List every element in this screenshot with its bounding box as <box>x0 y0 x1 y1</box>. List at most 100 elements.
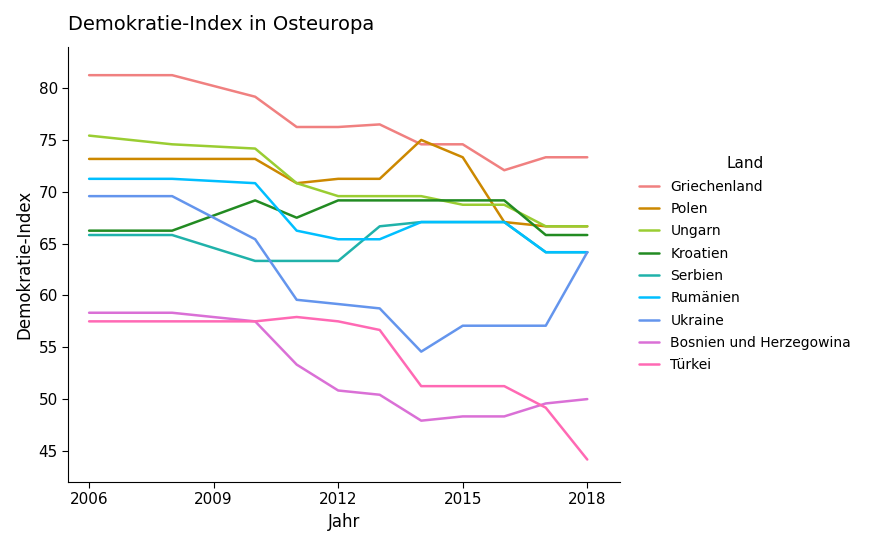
Line: Kroatien: Kroatien <box>89 200 588 235</box>
Serbien <box>416 219 426 225</box>
Ungarn <box>250 145 260 152</box>
Griechenland <box>582 154 593 161</box>
Rumänien <box>292 227 302 234</box>
Bosnien und Herzegowina <box>167 310 177 316</box>
Ukraine <box>582 249 593 256</box>
Griechenland <box>416 141 426 147</box>
Polen <box>457 154 468 161</box>
Kroatien <box>375 197 385 204</box>
Türkei <box>375 327 385 333</box>
Rumänien <box>333 236 343 242</box>
Griechenland <box>499 167 510 174</box>
Kroatien <box>416 197 426 204</box>
Serbien <box>582 249 593 256</box>
Rumänien <box>250 180 260 187</box>
Bosnien und Herzegowina <box>457 413 468 420</box>
Polen <box>416 136 426 143</box>
Polen <box>333 176 343 182</box>
Türkei <box>250 318 260 325</box>
Polen <box>540 223 551 229</box>
Ukraine <box>167 193 177 199</box>
Bosnien und Herzegowina <box>292 361 302 368</box>
Serbien <box>540 249 551 256</box>
Polen <box>375 176 385 182</box>
Türkei <box>582 456 593 463</box>
Kroatien <box>499 197 510 204</box>
Rumänien <box>540 249 551 256</box>
Rumänien <box>416 219 426 225</box>
Kroatien <box>84 227 94 234</box>
Rumänien <box>167 176 177 182</box>
Serbien <box>84 232 94 238</box>
Y-axis label: Demokratie-Index: Demokratie-Index <box>15 189 33 339</box>
Ukraine <box>457 323 468 329</box>
Bosnien und Herzegowina <box>582 396 593 402</box>
Serbien <box>375 223 385 229</box>
Ungarn <box>499 201 510 208</box>
Text: Demokratie-Index in Osteuropa: Demokratie-Index in Osteuropa <box>68 15 375 34</box>
Polen <box>292 180 302 187</box>
Griechenland <box>292 124 302 130</box>
Ukraine <box>499 323 510 329</box>
Kroatien <box>167 227 177 234</box>
X-axis label: Jahr: Jahr <box>328 513 361 531</box>
Ungarn <box>540 223 551 229</box>
Rumänien <box>375 236 385 242</box>
Polen <box>499 219 510 225</box>
Ukraine <box>333 301 343 307</box>
Türkei <box>333 318 343 325</box>
Polen <box>582 223 593 229</box>
Türkei <box>292 314 302 321</box>
Polen <box>167 156 177 162</box>
Bosnien und Herzegowina <box>84 310 94 316</box>
Griechenland <box>167 72 177 79</box>
Türkei <box>499 383 510 389</box>
Polen <box>84 156 94 162</box>
Kroatien <box>457 197 468 204</box>
Ukraine <box>84 193 94 199</box>
Griechenland <box>540 154 551 161</box>
Kroatien <box>292 215 302 221</box>
Griechenland <box>333 124 343 130</box>
Türkei <box>540 405 551 411</box>
Line: Bosnien und Herzegowina: Bosnien und Herzegowina <box>89 313 588 420</box>
Bosnien und Herzegowina <box>540 400 551 407</box>
Türkei <box>84 318 94 325</box>
Line: Serbien: Serbien <box>89 222 588 261</box>
Griechenland <box>457 141 468 147</box>
Serbien <box>457 219 468 225</box>
Serbien <box>499 219 510 225</box>
Line: Türkei: Türkei <box>89 317 588 460</box>
Serbien <box>250 258 260 264</box>
Ungarn <box>167 141 177 147</box>
Ukraine <box>416 348 426 355</box>
Serbien <box>292 258 302 264</box>
Line: Polen: Polen <box>89 140 588 226</box>
Line: Ukraine: Ukraine <box>89 196 588 352</box>
Rumänien <box>84 176 94 182</box>
Ungarn <box>292 180 302 187</box>
Ukraine <box>292 296 302 303</box>
Legend: Griechenland, Polen, Ungarn, Kroatien, Serbien, Rumänien, Ukraine, Bosnien und H: Griechenland, Polen, Ungarn, Kroatien, S… <box>633 151 856 378</box>
Bosnien und Herzegowina <box>375 391 385 398</box>
Bosnien und Herzegowina <box>499 413 510 420</box>
Türkei <box>457 383 468 389</box>
Ungarn <box>457 201 468 208</box>
Ungarn <box>375 193 385 199</box>
Rumänien <box>457 219 468 225</box>
Bosnien und Herzegowina <box>416 417 426 424</box>
Griechenland <box>250 93 260 100</box>
Ungarn <box>84 132 94 139</box>
Rumänien <box>582 249 593 256</box>
Line: Ungarn: Ungarn <box>89 135 588 226</box>
Bosnien und Herzegowina <box>250 318 260 325</box>
Line: Griechenland: Griechenland <box>89 75 588 170</box>
Serbien <box>167 232 177 238</box>
Kroatien <box>540 232 551 238</box>
Türkei <box>416 383 426 389</box>
Ungarn <box>416 193 426 199</box>
Griechenland <box>84 72 94 79</box>
Kroatien <box>333 197 343 204</box>
Line: Rumänien: Rumänien <box>89 179 588 252</box>
Polen <box>250 156 260 162</box>
